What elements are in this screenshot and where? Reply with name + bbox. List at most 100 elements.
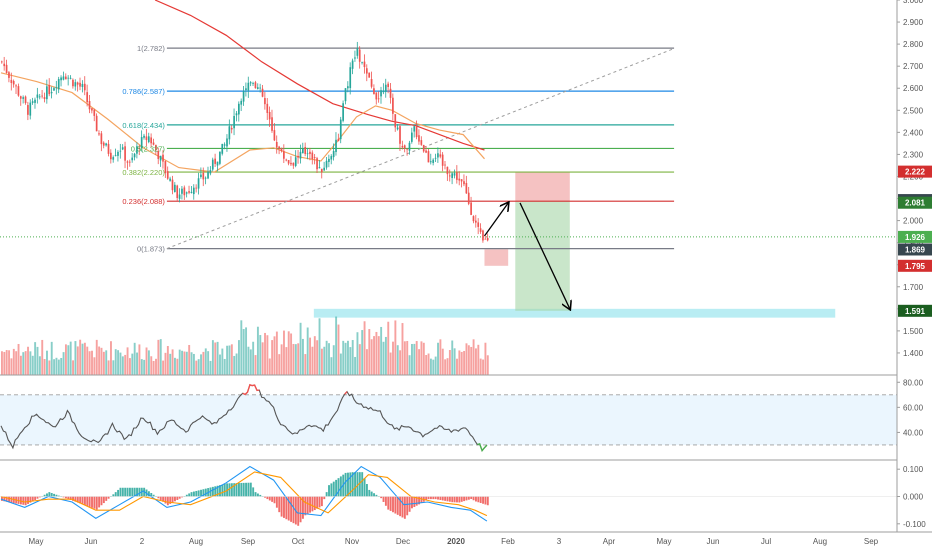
volume-bar [247,346,250,375]
volume-bar [72,360,74,375]
candle-body [463,181,465,185]
candle-body [472,216,475,222]
volume-bar [320,348,323,375]
macd-histogram-bar [290,496,293,522]
macd-histogram-bar [235,483,238,497]
macd-histogram-bar [323,496,326,500]
macd-histogram-bar [475,496,477,502]
candle-body [387,83,390,87]
macd-histogram-bar [57,495,60,497]
volume-bar [50,341,53,375]
candle-body [145,136,148,141]
time-axis-label: Oct [292,537,305,546]
candle-body [114,155,117,157]
volume-bar [55,357,58,375]
volume-bar [159,339,162,375]
macd-histogram-bar [370,491,373,497]
macd-histogram-bar [55,494,58,497]
volume-bar [147,350,150,375]
macd-histogram-bar [74,496,77,502]
candle-body [264,98,266,105]
macd-histogram-bar [117,489,120,497]
volume-bar [429,358,432,375]
volume-bar [427,353,430,375]
candle-body [458,178,461,181]
volume-bar [91,350,93,375]
macd-histogram-bar [401,496,404,518]
volume-bar [207,351,210,375]
volume-bar [192,353,195,375]
macd-histogram-bar [382,496,385,502]
volume-bar [119,352,122,375]
volume-bar [486,355,489,375]
time-axis-label: Jul [761,537,771,546]
candle-body [48,85,51,95]
volume-bar [318,318,321,375]
candle-body [22,97,25,99]
macd-histogram-bar [358,472,361,497]
volume-bar [484,342,487,375]
macd-histogram-bar [48,492,51,497]
candle-body [456,172,458,180]
candle-body [155,144,157,151]
projection-arrow [483,203,508,237]
price-marker-tag [898,243,932,256]
candle-body [475,220,477,223]
volume-bar [448,350,451,375]
candle-body [15,85,17,87]
volume-bar [88,351,91,375]
candle-body [79,82,81,87]
macd-histogram-bar [392,496,394,513]
price-tick-label: 2.500 [903,106,924,115]
volume-bar [351,340,354,375]
macd-histogram-bar [266,496,269,500]
volume-bar [380,326,383,375]
volume-bar [375,331,378,375]
time-axis-label: 2 [140,537,145,546]
macd-histogram-bar [5,496,8,502]
macd-histogram-bar [325,492,328,497]
volume-bar [356,332,359,375]
volume-bar [195,360,198,375]
macd-histogram-bar [8,496,11,503]
candle-body [304,146,307,154]
candle-body [432,159,435,163]
volume-bar [403,341,406,375]
volume-bar [285,347,288,375]
macd-histogram-bar [299,496,302,523]
candle-body [110,152,112,160]
volume-bar [36,346,39,375]
candle-body [268,111,271,120]
macd-histogram-bar [219,485,221,497]
macd-histogram-bar [83,496,86,506]
signal-line [0,471,488,517]
candle-body [313,157,316,158]
volume-bar [475,348,477,375]
candle-body [434,157,437,159]
candle-body [86,92,89,103]
volume-bar [128,358,131,375]
volume-bar [411,343,413,375]
volume-bar [15,351,18,375]
candle-body [349,67,352,89]
candle-body [55,87,58,89]
volume-bar [211,340,214,375]
macd-histogram-bar [162,496,165,502]
volume-bar [323,346,326,375]
macd-histogram-bar [249,482,252,497]
macd-histogram-bar [247,482,250,497]
candle-body [311,152,314,160]
candle-body [162,154,164,162]
volume-bar [254,355,257,375]
labels: 1(2.782) 0.786(2.587) 0.618(2.434) 0.5(2.32… [122,44,932,317]
stop-box [484,249,509,266]
volume-bar [83,342,86,375]
volume-bar [396,345,399,375]
volume-bar [110,341,112,375]
volume-bar [313,336,316,375]
candle-body [332,150,335,158]
macd-histogram-bar [27,496,29,504]
candle-body [330,156,333,160]
macd-histogram-bar [278,496,281,513]
